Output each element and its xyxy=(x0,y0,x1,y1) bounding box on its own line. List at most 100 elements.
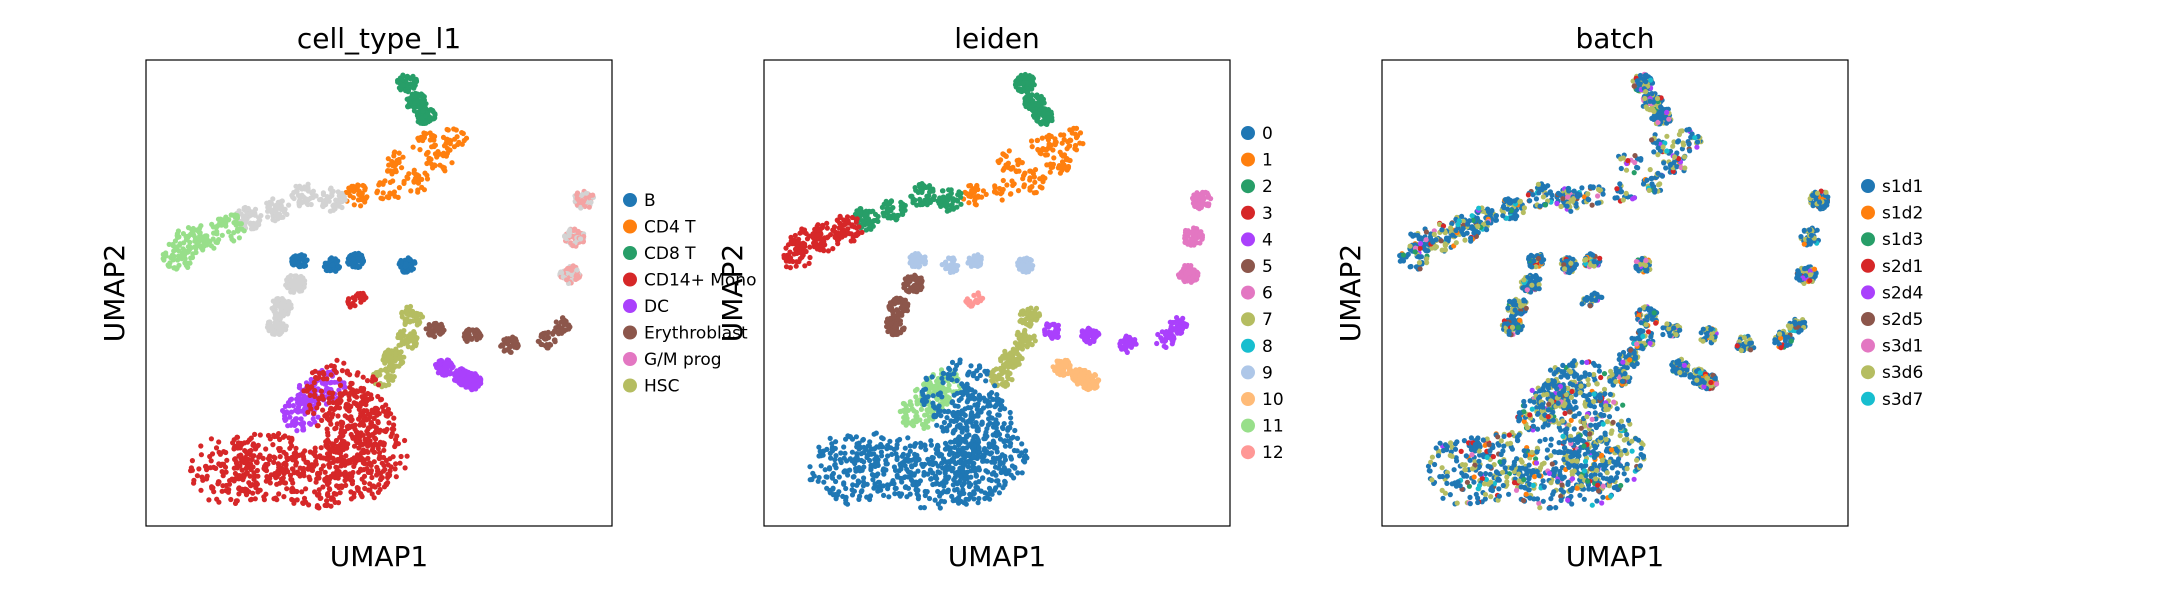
cell-point xyxy=(183,233,189,240)
cell-point xyxy=(1039,185,1045,191)
cell-point xyxy=(382,367,388,373)
cell-point xyxy=(1001,165,1008,171)
cell-point xyxy=(1019,309,1025,315)
cell-point xyxy=(815,227,822,233)
cell-point xyxy=(270,442,276,448)
cell-point xyxy=(474,382,480,388)
cell-point xyxy=(297,275,303,281)
cell-point xyxy=(1014,343,1021,349)
cell-point xyxy=(422,105,428,111)
cluster-upperTip xyxy=(1012,71,1055,127)
cell-point xyxy=(1189,269,1196,275)
cell-point xyxy=(405,89,411,95)
cell-point xyxy=(579,192,585,198)
cell-point xyxy=(975,290,981,296)
cell-point xyxy=(343,404,349,410)
cell-point xyxy=(370,444,376,450)
cell-point xyxy=(414,322,420,328)
cell-point xyxy=(1188,263,1194,269)
cell-point xyxy=(1086,369,1092,376)
cell-point xyxy=(958,194,964,200)
cell-point xyxy=(919,278,925,284)
cell-point xyxy=(246,448,253,454)
cell-point xyxy=(1034,137,1041,143)
cell-point xyxy=(311,410,317,416)
cell-point xyxy=(300,199,306,205)
cell-point xyxy=(358,203,364,209)
cell-point xyxy=(922,412,928,418)
cell-point xyxy=(370,374,376,380)
cell-point xyxy=(449,160,455,166)
cell-point xyxy=(395,194,401,200)
cell-point xyxy=(396,363,402,369)
cell-point xyxy=(358,385,364,391)
cell-point xyxy=(394,433,400,439)
cell-point xyxy=(406,312,413,318)
cell-point xyxy=(1025,307,1031,313)
cell-point xyxy=(312,489,318,495)
cell-point xyxy=(350,434,356,440)
cluster-midBand xyxy=(907,251,1036,275)
cell-point xyxy=(276,491,282,497)
cell-point xyxy=(204,236,210,242)
cell-point xyxy=(216,439,222,445)
cell-point xyxy=(265,214,271,220)
cell-point xyxy=(920,258,926,264)
cell-point xyxy=(820,222,826,228)
cell-point xyxy=(403,308,409,314)
cell-point xyxy=(331,256,337,262)
cell-point xyxy=(1008,166,1014,172)
cell-point xyxy=(339,368,345,374)
cell-point xyxy=(365,469,371,475)
cell-point xyxy=(1029,144,1035,150)
cell-point xyxy=(354,388,360,394)
cell-point xyxy=(911,263,917,269)
cell-point xyxy=(785,242,792,248)
cluster-midBand xyxy=(289,250,418,275)
cell-point xyxy=(544,343,551,349)
cell-point xyxy=(208,458,214,464)
cell-point xyxy=(1020,342,1026,348)
cell-point xyxy=(396,150,402,156)
cell-point xyxy=(400,72,406,78)
cell-point xyxy=(359,476,365,482)
cell-point xyxy=(244,470,250,476)
cell-point xyxy=(303,388,309,394)
cell-point xyxy=(197,230,203,236)
cell-point xyxy=(1090,377,1096,383)
cell-point xyxy=(413,78,419,84)
cell-point xyxy=(423,131,429,137)
cell-point xyxy=(570,243,576,249)
cell-point xyxy=(1047,169,1053,175)
cell-point xyxy=(328,363,334,369)
cell-point xyxy=(1052,136,1058,142)
cell-point xyxy=(466,373,472,379)
cell-point xyxy=(391,153,397,159)
cell-point xyxy=(802,263,808,269)
cell-point xyxy=(842,221,849,227)
cell-point xyxy=(225,489,231,495)
cell-point xyxy=(1133,341,1139,347)
cell-point xyxy=(1055,361,1061,367)
cell-point xyxy=(1040,119,1046,125)
cell-point xyxy=(352,400,358,406)
cell-point xyxy=(296,452,302,458)
cell-point xyxy=(424,176,431,182)
cell-point xyxy=(324,364,330,370)
cell-point xyxy=(396,185,402,191)
cell-point xyxy=(913,288,919,295)
cell-point xyxy=(407,75,413,81)
cell-point xyxy=(364,408,370,414)
cell-point xyxy=(913,394,919,400)
cell-point xyxy=(338,441,344,447)
cell-point xyxy=(396,159,402,165)
cell-point xyxy=(173,266,179,272)
cell-point xyxy=(944,415,950,421)
cell-point xyxy=(354,263,360,269)
cell-point xyxy=(1020,176,1026,182)
cell-point xyxy=(362,485,368,492)
cell-point xyxy=(300,500,306,506)
cell-point xyxy=(941,419,948,426)
cell-point xyxy=(187,239,193,245)
cell-point xyxy=(375,420,381,426)
